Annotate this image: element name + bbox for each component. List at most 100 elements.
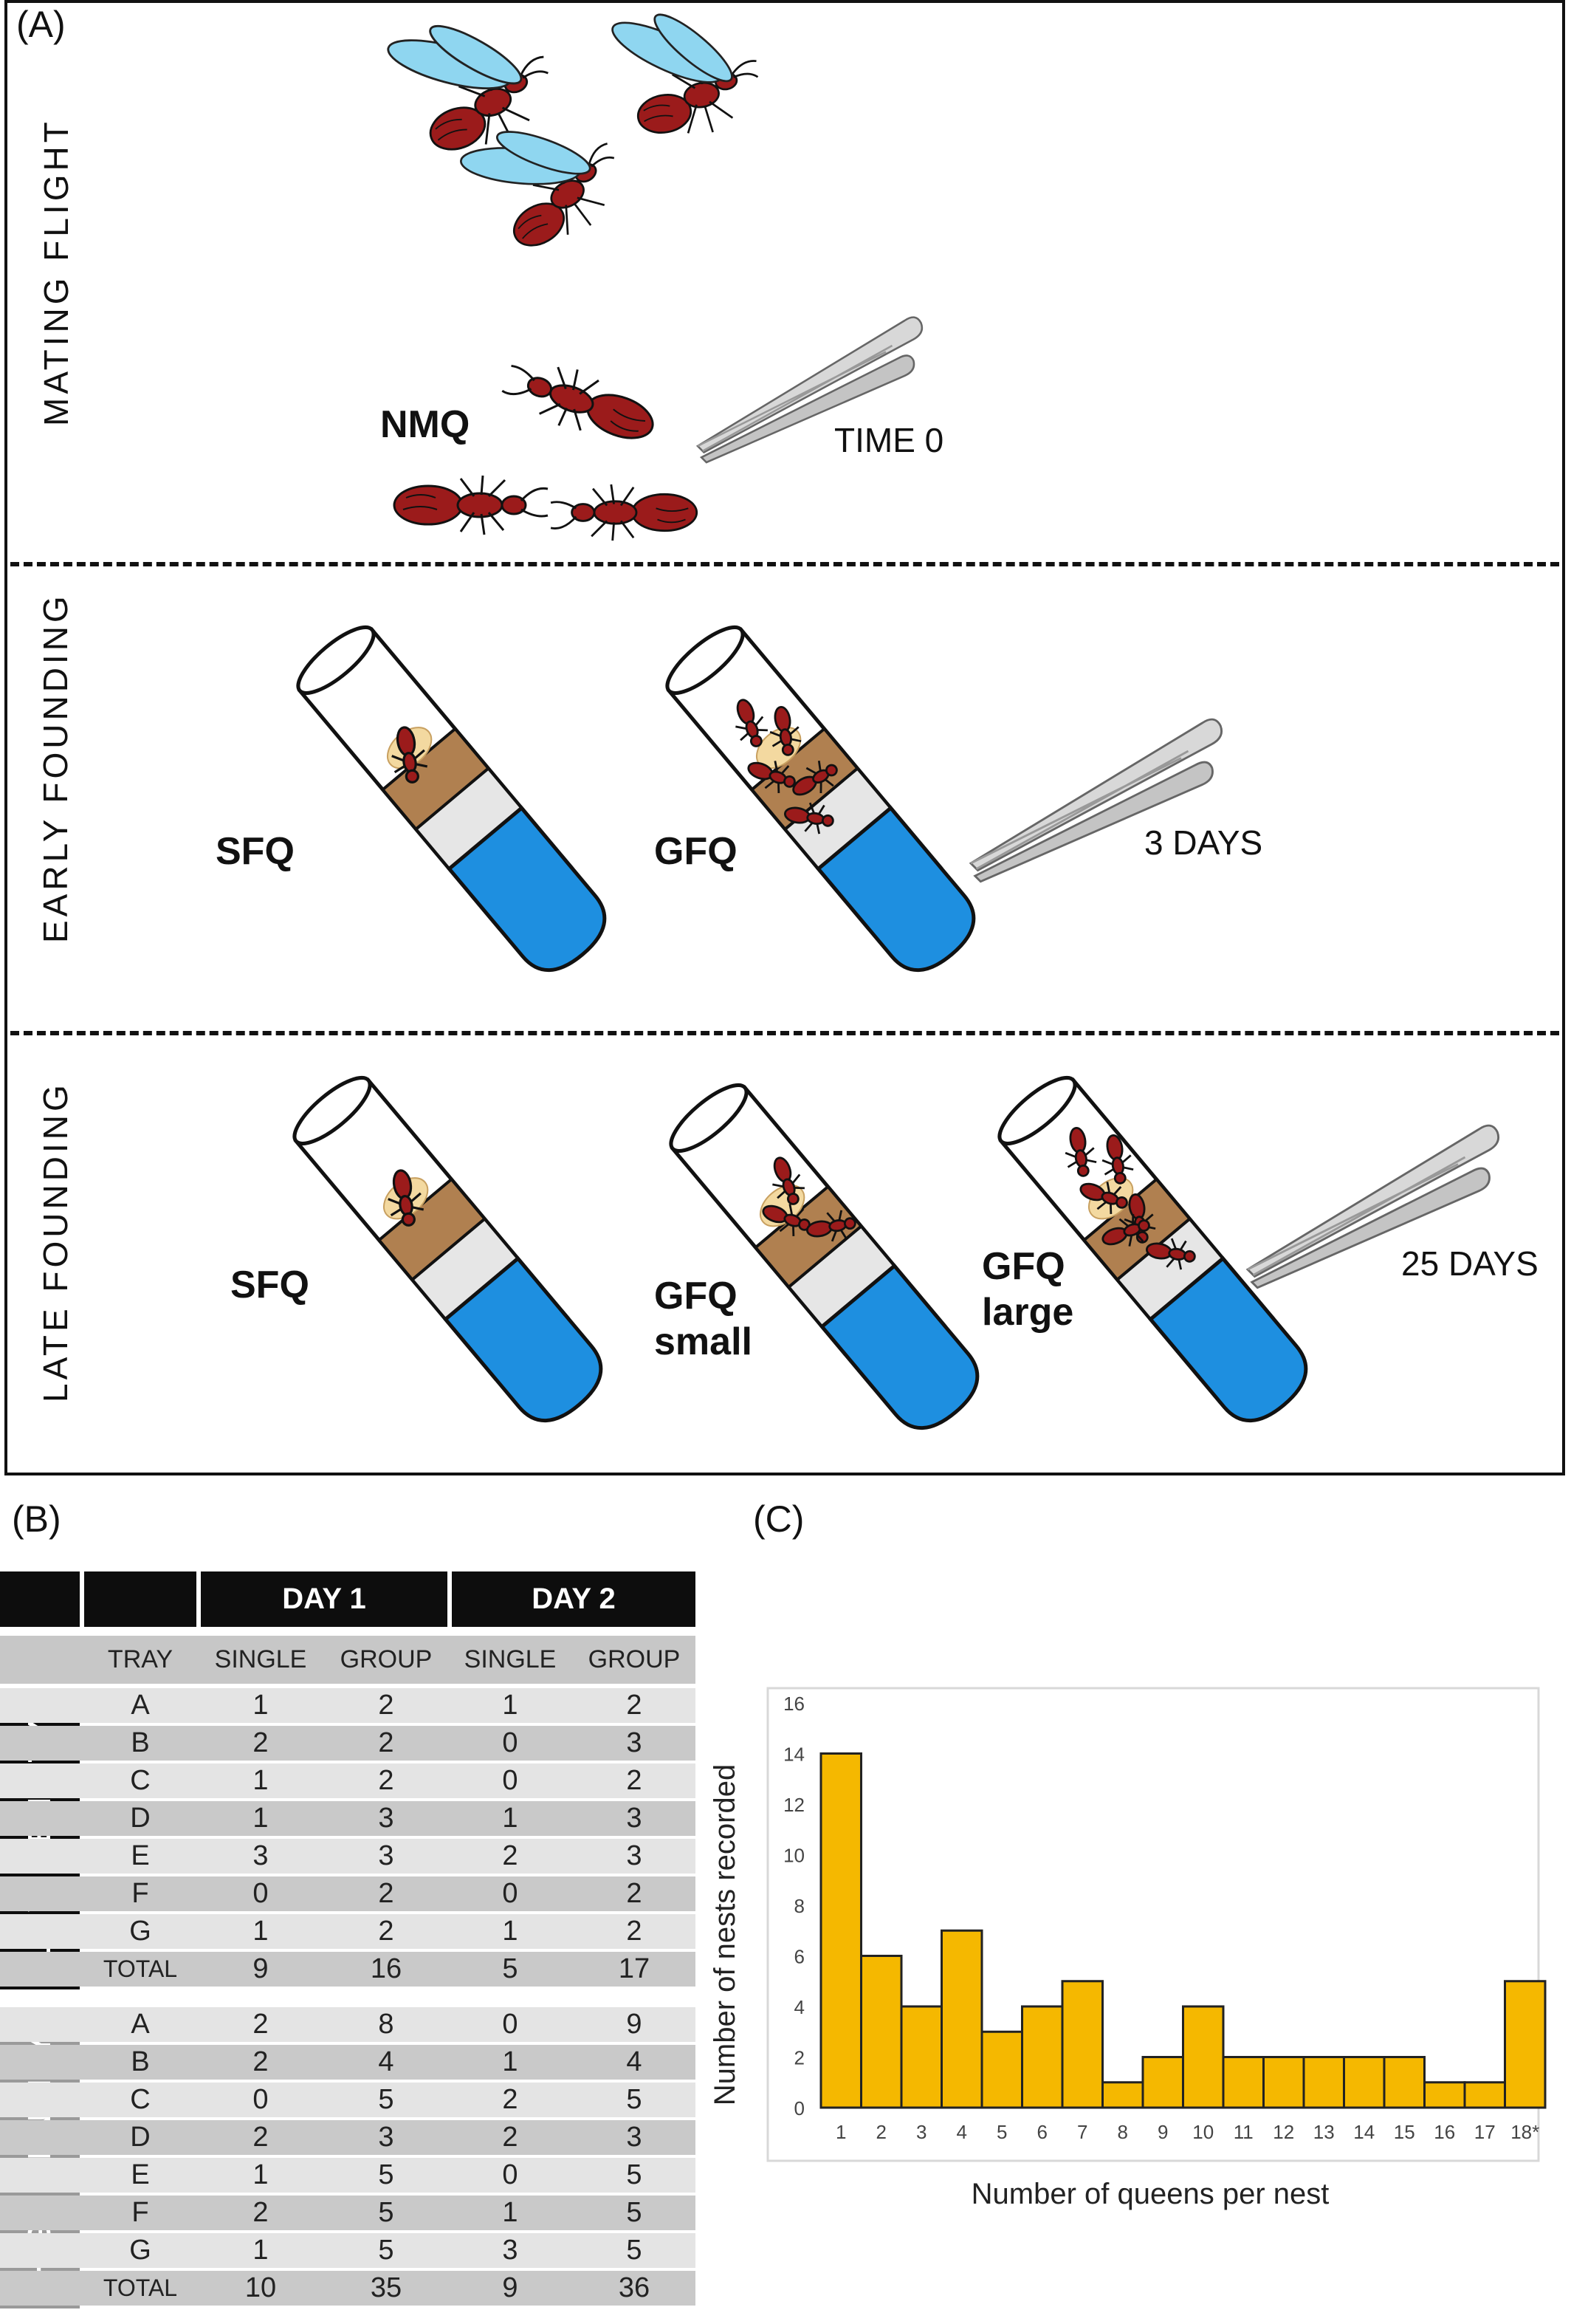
x-tick-label: 5: [997, 2121, 1007, 2143]
table-header-blank: [0, 1571, 80, 1627]
count-cell: 16: [370, 1953, 402, 1984]
count-cell: 5: [502, 1953, 518, 1984]
count-cell: 2: [502, 1840, 518, 1871]
time-label-3-days: 3 DAYS: [1144, 823, 1263, 862]
histogram-bar: [941, 1929, 983, 2109]
table-row: C 1 2 0 2: [0, 1763, 695, 1798]
count-cell: 1: [252, 2159, 269, 2190]
count-cell: 2: [378, 1765, 394, 1796]
header-day-1: DAY 1: [201, 1571, 447, 1627]
table-row: TOTAL 10 35 9 36: [0, 2271, 695, 2306]
count-cell: 9: [626, 2009, 642, 2040]
count-cell: 3: [626, 1727, 642, 1758]
table-row: A 1 2 1 2: [0, 1688, 695, 1723]
column-header-row: TRAY SINGLE GROUP SINGLE GROUP: [0, 1636, 695, 1684]
stage-divider: [10, 562, 1559, 566]
count-cell: 2: [626, 1690, 642, 1721]
histogram-bar: [1021, 2005, 1064, 2109]
count-cell: 36: [618, 2272, 650, 2303]
histogram-bar: [1222, 2056, 1265, 2109]
x-tick-label: 2: [876, 2121, 887, 2143]
x-tick-label: 9: [1158, 2121, 1168, 2143]
count-cell: 2: [252, 2009, 269, 2040]
x-tick-label: 10: [1192, 2121, 1214, 2143]
count-cell: 0: [502, 1727, 518, 1758]
count-cell: 3: [626, 1840, 642, 1871]
x-tick-label: 6: [1037, 2121, 1048, 2143]
count-cell: 3: [626, 1803, 642, 1834]
histogram-bar: [980, 2030, 1023, 2109]
stage-divider: [10, 1031, 1559, 1035]
table-header-blank: [84, 1571, 196, 1627]
x-tick-label: 3: [916, 2121, 927, 2143]
count-cell: 2: [378, 1690, 394, 1721]
tray-cell: TOTAL: [103, 1955, 178, 1982]
count-cell: 4: [378, 2046, 394, 2077]
count-cell: 1: [252, 1803, 269, 1834]
histogram-bar: [1182, 2005, 1225, 2109]
x-tick-label: 11: [1234, 2121, 1254, 2143]
histogram-bar: [1302, 2056, 1345, 2109]
x-tick-label: 16: [1434, 2121, 1455, 2143]
panel-c-letter: (C): [753, 1498, 805, 1540]
count-cell: 0: [502, 1765, 518, 1796]
count-cell: 5: [378, 2235, 394, 2266]
table-row: G 1 2 1 2: [0, 1914, 695, 1949]
count-cell: 2: [626, 1878, 642, 1909]
count-cell: 4: [626, 2046, 642, 2077]
tag-gfq-early: GFQ: [654, 830, 738, 873]
tray-cell: A: [131, 1690, 150, 1721]
x-tick-label: 4: [957, 2121, 967, 2143]
histogram-bar: [1061, 1980, 1104, 2109]
tag-nmq: NMQ: [380, 403, 470, 446]
count-cell: 2: [502, 2084, 518, 2115]
table-row: D 1 3 1 3: [0, 1801, 695, 1836]
count-cell: 1: [252, 1916, 269, 1947]
count-cell: 0: [502, 2009, 518, 2040]
table-row: E 3 3 2 3: [0, 1839, 695, 1874]
tray-cell: E: [131, 2159, 150, 2190]
panel-b-letter: (B): [12, 1498, 61, 1540]
tag-sfq-late: SFQ: [230, 1264, 309, 1306]
tray-cell: G: [129, 1916, 151, 1947]
tag-gfq-small: GFQ small: [654, 1275, 752, 1363]
count-cell: 0: [252, 1878, 269, 1909]
table-row: B 2 4 1 4: [0, 2045, 695, 2080]
histogram-bar: [1504, 1980, 1547, 2109]
table-row: TOTAL 9 16 5 17: [0, 1952, 695, 1987]
tray-cell: B: [131, 1727, 150, 1758]
count-cell: 2: [252, 1727, 269, 1758]
count-cell: 1: [502, 1690, 518, 1721]
table-row: B 2 2 0 3: [0, 1726, 695, 1761]
time-label-25-days: 25 DAYS: [1401, 1244, 1539, 1283]
count-cell: 1: [252, 1690, 269, 1721]
y-tick-label: 0: [794, 2097, 805, 2119]
table-row: C 0 5 2 5: [0, 2083, 695, 2117]
count-cell: 5: [626, 2159, 642, 2190]
count-cell: 35: [370, 2272, 402, 2303]
table-row: A 2 8 0 9: [0, 2007, 695, 2042]
histogram-bar: [860, 1955, 903, 2109]
histogram-bar: [1463, 2081, 1506, 2109]
x-tick-label: 12: [1273, 2121, 1294, 2143]
column-header-group: GROUP: [340, 1645, 433, 1673]
count-cell: 0: [252, 2084, 269, 2115]
column-header-single: SINGLE: [214, 1645, 307, 1673]
y-tick-label: 16: [783, 1693, 805, 1715]
time-label-0: TIME 0: [834, 421, 944, 459]
count-cell: 5: [378, 2159, 394, 2190]
count-cell: 2: [378, 1727, 394, 1758]
count-cell: 5: [378, 2197, 394, 2228]
histogram-bar: [1101, 2081, 1144, 2109]
panel-a-letter: (A): [16, 4, 66, 45]
y-tick-label: 8: [794, 1895, 805, 1917]
count-cell: 2: [252, 2122, 269, 2153]
count-cell: 1: [502, 1916, 518, 1947]
count-cell: 5: [626, 2084, 642, 2115]
count-cell: 0: [502, 1878, 518, 1909]
count-cell: 0: [502, 2159, 518, 2190]
count-cell: 5: [626, 2235, 642, 2266]
column-header-group: GROUP: [588, 1645, 681, 1673]
x-tick-label: 7: [1077, 2121, 1087, 2143]
